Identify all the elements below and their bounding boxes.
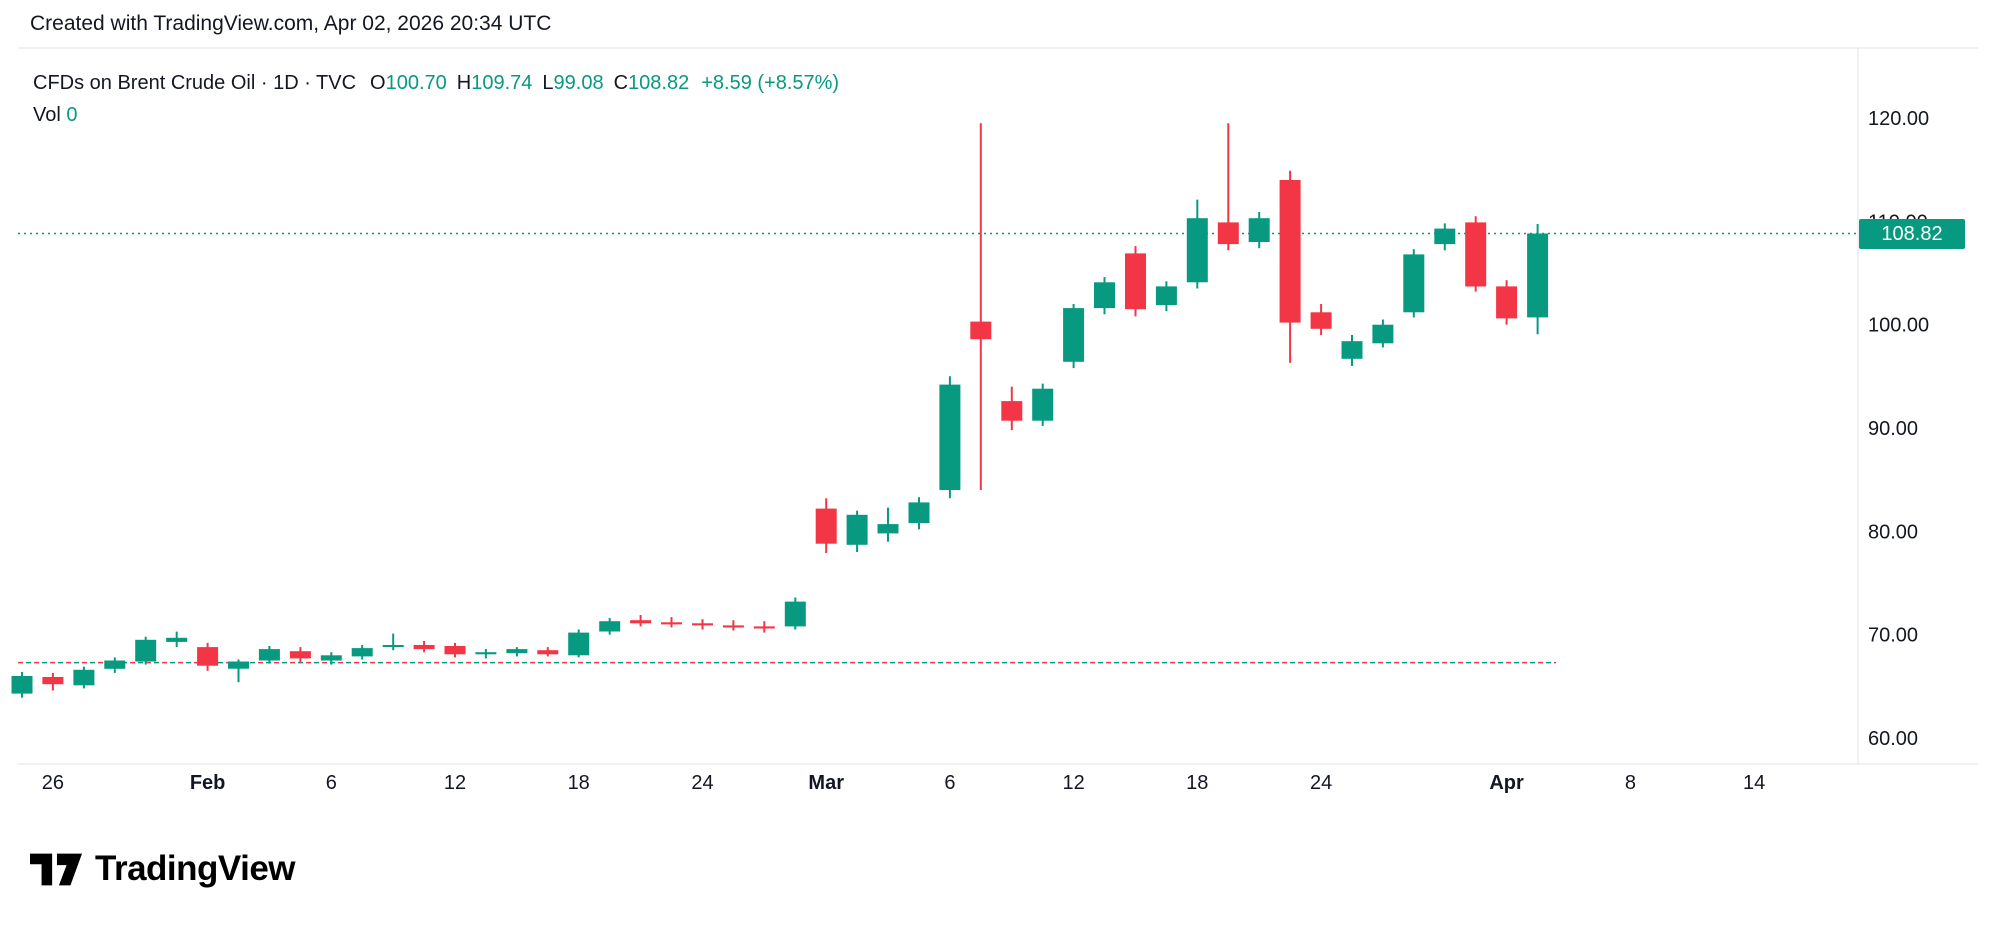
candle-body bbox=[1310, 312, 1332, 329]
candle-body bbox=[1341, 341, 1363, 359]
candle-body bbox=[351, 648, 373, 657]
candle-body bbox=[258, 649, 280, 661]
time-axis-label: 6 bbox=[944, 772, 955, 794]
time-axis-label: 24 bbox=[1310, 772, 1332, 794]
ohlc-high-value: 109.74 bbox=[471, 72, 533, 94]
candle-body bbox=[784, 601, 806, 627]
tradingview-logo-icon bbox=[30, 853, 82, 885]
ohlc-low-value: 99.08 bbox=[553, 72, 604, 94]
candle-body bbox=[908, 502, 930, 524]
candle-body bbox=[939, 384, 961, 490]
price-axis-label: 100.00 bbox=[1868, 315, 1929, 337]
time-axis-label: 24 bbox=[691, 772, 713, 794]
price-axis-label: 80.00 bbox=[1868, 521, 1918, 543]
volume-value: 0 bbox=[66, 104, 78, 126]
time-axis-label: 18 bbox=[568, 772, 590, 794]
current-price-badge: 108.82 bbox=[1859, 219, 1965, 249]
candle-body bbox=[661, 622, 682, 625]
candle-body bbox=[320, 655, 342, 661]
candle-body bbox=[506, 649, 528, 654]
legend-line-ohlc: CFDs on Brent Crude Oil · 1D · TVC O100.7… bbox=[33, 70, 839, 96]
candle-body bbox=[11, 676, 33, 694]
candle-body bbox=[1279, 180, 1301, 323]
candle-body bbox=[1434, 228, 1456, 245]
candle-body bbox=[73, 669, 95, 686]
candle-body bbox=[1527, 233, 1549, 318]
candle-body bbox=[166, 637, 188, 642]
candle-body bbox=[630, 620, 652, 624]
time-axis-label: 26 bbox=[42, 772, 64, 794]
candle-body bbox=[135, 639, 157, 662]
ohlc-low-label: L bbox=[542, 72, 554, 94]
candle-body bbox=[1001, 401, 1023, 421]
axis-separators bbox=[18, 47, 1978, 765]
time-axis-label: 14 bbox=[1743, 772, 1765, 794]
time-axis-label: Feb bbox=[190, 772, 226, 794]
candle-body bbox=[815, 508, 837, 544]
candle-body bbox=[289, 651, 311, 659]
candle-body bbox=[1217, 222, 1239, 245]
candle-body bbox=[568, 632, 590, 656]
candle-body bbox=[1186, 218, 1208, 283]
candle-body bbox=[1496, 286, 1518, 319]
ohlc-close-label: C bbox=[613, 72, 629, 94]
tradingview-logo[interactable]: TradingView bbox=[30, 849, 296, 889]
candle-body bbox=[475, 652, 497, 655]
candle-body bbox=[1403, 254, 1425, 313]
time-axis-label: 12 bbox=[1062, 772, 1084, 794]
ohlc-close-value: 108.82 bbox=[628, 72, 690, 94]
symbol-title[interactable]: CFDs on Brent Crude Oil · 1D · TVC bbox=[33, 72, 357, 94]
candle-body bbox=[599, 621, 621, 632]
price-axis-label: 70.00 bbox=[1868, 625, 1918, 647]
candle-body bbox=[444, 646, 466, 655]
candle-body bbox=[1125, 253, 1146, 310]
time-axis-label: Apr bbox=[1489, 772, 1524, 794]
candle-body bbox=[1094, 282, 1115, 309]
candle-body bbox=[846, 514, 868, 545]
candle-body bbox=[877, 524, 899, 534]
price-axis-label: 120.00 bbox=[1868, 108, 1929, 130]
candle-body bbox=[537, 650, 559, 655]
ohlc-high-label: H bbox=[456, 72, 472, 94]
ohlc-open-label: O bbox=[370, 72, 386, 94]
ohlc-open-value: 100.70 bbox=[385, 72, 447, 94]
candle-body bbox=[970, 321, 992, 340]
change-value: +8.59 (+8.57%) bbox=[701, 72, 840, 94]
candle-body bbox=[1248, 218, 1270, 242]
time-axis-label: 12 bbox=[444, 772, 466, 794]
time-axis-label: 8 bbox=[1625, 772, 1636, 794]
candle-body bbox=[1063, 308, 1085, 362]
time-axis-label: 18 bbox=[1186, 772, 1208, 794]
candle-body bbox=[413, 645, 435, 650]
chart-legend: CFDs on Brent Crude Oil · 1D · TVC O100.7… bbox=[33, 70, 839, 128]
volume-label: Vol bbox=[33, 104, 61, 126]
candle-body bbox=[1032, 388, 1054, 421]
candle-body bbox=[197, 647, 219, 666]
candle-body bbox=[753, 626, 775, 629]
candle-body bbox=[42, 677, 64, 685]
candle-body bbox=[104, 660, 126, 669]
tradingview-logo-text: TradingView bbox=[95, 849, 296, 888]
candle-body bbox=[1465, 222, 1487, 287]
time-axis-label: 6 bbox=[326, 772, 337, 794]
candle-body bbox=[1155, 286, 1177, 305]
price-axis-label: 90.00 bbox=[1868, 418, 1918, 440]
candle-body bbox=[722, 625, 744, 628]
price-axis-label: 60.00 bbox=[1868, 728, 1918, 750]
legend-line-volume: Vol 0 bbox=[33, 102, 839, 128]
candle-body bbox=[692, 623, 713, 626]
time-axis-label: Mar bbox=[808, 772, 844, 794]
candle-body bbox=[1372, 324, 1394, 344]
attribution-text: Created with TradingView.com, Apr 02, 20… bbox=[30, 12, 552, 35]
candle-body bbox=[382, 645, 404, 647]
candle-body bbox=[228, 661, 249, 669]
